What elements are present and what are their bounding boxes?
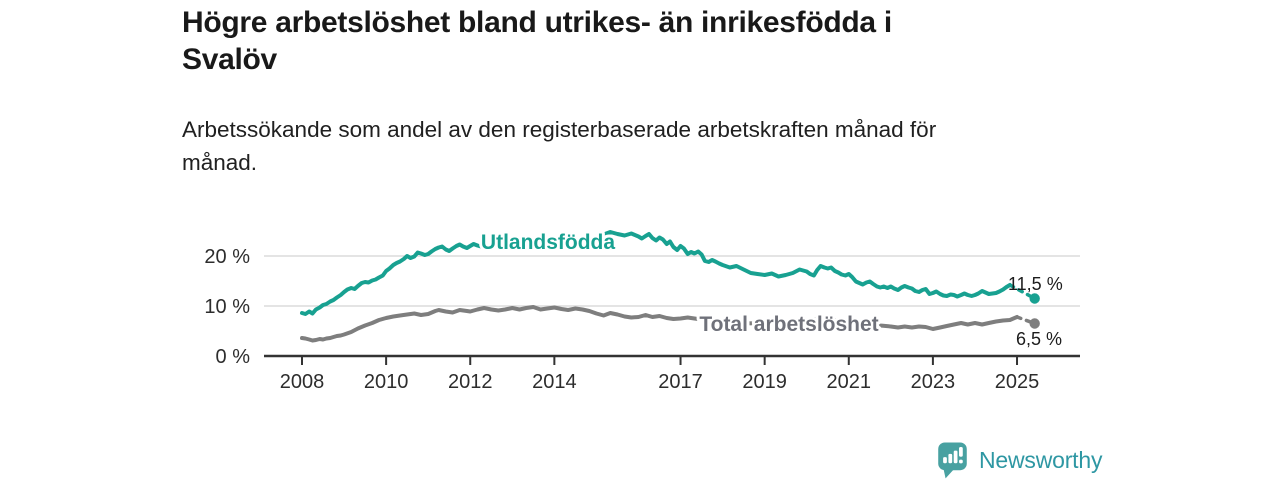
y-axis-tick-label: 10 % [204, 296, 250, 318]
chart-subtitle-line-1: Arbetssökande som andel av den registerb… [182, 117, 937, 142]
page-title-line-2: Svalöv [182, 43, 277, 76]
series-line-0 [300, 230, 1012, 316]
y-axis-tick-label: 20 % [204, 246, 250, 268]
x-axis-tick-label: 2017 [658, 371, 703, 393]
x-axis-tick-label: 2023 [911, 371, 956, 393]
series-end-value-label-1: 6,5 % [1016, 329, 1062, 349]
y-axis-tick-label: 0 % [216, 346, 251, 368]
x-axis-tick-label: 2014 [532, 371, 577, 393]
series-end-value-label-0: 11,5 % [1008, 274, 1063, 294]
series-name-label-1: Total arbetslöshet [699, 313, 878, 336]
x-axis-tick-label: 2012 [448, 371, 493, 393]
page-title: Högre arbetslöshet bland utrikes- än inr… [182, 4, 1042, 78]
x-axis-tick-label: 2008 [280, 371, 325, 393]
newsworthy-logo-text: Newsworthy [979, 446, 1103, 473]
x-axis-tick-label: 2021 [827, 371, 872, 393]
chart-subtitle: Arbetssökande som andel av den registerb… [182, 113, 1082, 179]
chart-subtitle-line-2: månad. [182, 150, 258, 175]
series-line-1 [300, 305, 1019, 343]
newsworthy-bubble-chart-icon [938, 442, 967, 479]
x-axis-tick-label: 2010 [364, 371, 409, 393]
series-name-label-0: Utlandsfödda [481, 231, 615, 254]
page-title-line-1: Högre arbetslöshet bland utrikes- än inr… [182, 6, 892, 39]
series-end-dot-0 [1029, 293, 1040, 304]
series-end-dot-1 [1029, 318, 1040, 329]
x-axis-tick-label: 2025 [995, 371, 1040, 393]
x-axis-tick-label: 2019 [742, 371, 787, 393]
newsworthy-logo: Newsworthy [937, 441, 1102, 479]
